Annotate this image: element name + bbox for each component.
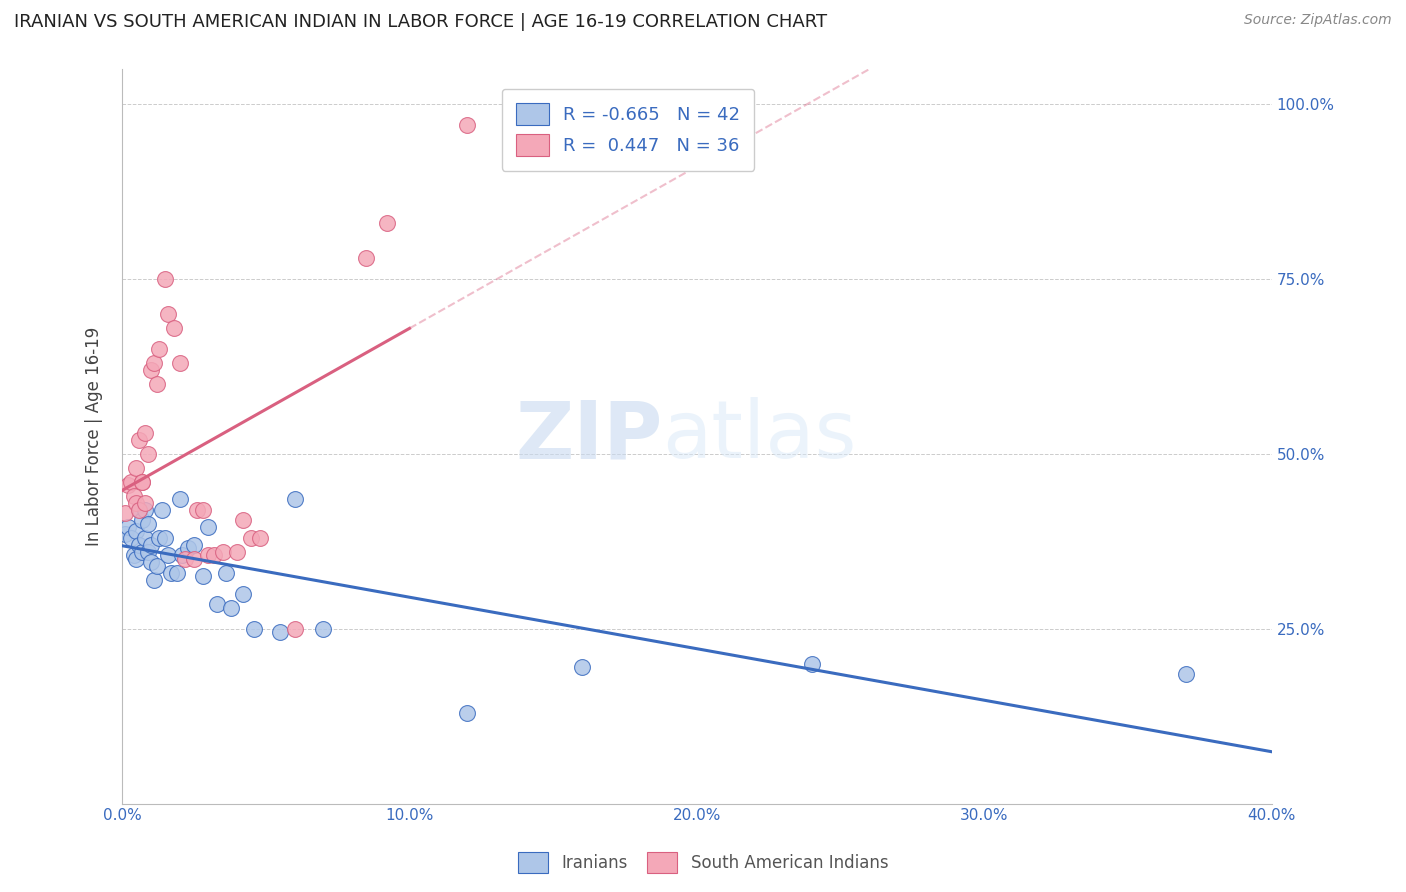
Point [150,502,173,516]
Point [800,657,823,671]
Point [160,566,183,580]
Point [356,251,378,265]
Point [153,271,176,285]
Point [197,548,219,562]
Point [153,531,176,545]
Point [125,460,148,475]
Point [186,502,208,516]
Point [148,531,170,545]
Point [114,506,136,520]
Point [312,622,335,636]
Point [122,548,145,562]
Point [183,551,205,566]
Point [128,502,150,516]
Point [134,425,156,440]
Point [120,475,142,489]
Point [269,625,291,640]
Point [191,569,214,583]
Point [456,706,478,720]
Point [142,355,165,369]
Point [211,544,233,558]
Point [214,566,236,580]
Point [174,551,197,566]
Y-axis label: In Labor Force | Age 16-19: In Labor Force | Age 16-19 [86,326,103,546]
Point [232,513,254,527]
Point [145,558,167,573]
Point [134,502,156,516]
Point [125,524,148,538]
Point [157,307,180,321]
Point [136,516,159,531]
Legend: R = -0.665   N = 42, R =  0.447   N = 36: R = -0.665 N = 42, R = 0.447 N = 36 [502,88,755,170]
Point [131,475,153,489]
Point [128,538,150,552]
Point [117,520,139,534]
Point [283,492,305,507]
Point [183,538,205,552]
Point [136,446,159,460]
Point [134,495,156,509]
Point [128,502,150,516]
Point [283,622,305,636]
Text: ZIP: ZIP [515,397,662,475]
Point [142,573,165,587]
Point [163,320,186,334]
Point [219,600,242,615]
Point [197,520,219,534]
Point [243,622,266,636]
Point [148,342,170,356]
Point [191,502,214,516]
Point [125,495,148,509]
Point [202,548,225,562]
Point [157,548,180,562]
Point [131,475,153,489]
Point [456,118,478,132]
Point [120,531,142,545]
Point [232,586,254,600]
Point [169,355,191,369]
Point [125,551,148,566]
Legend: Iranians, South American Indians: Iranians, South American Indians [510,846,896,880]
Point [139,362,162,376]
Point [117,478,139,492]
Text: atlas: atlas [662,397,856,475]
Text: Source: ZipAtlas.com: Source: ZipAtlas.com [1244,13,1392,28]
Text: IRANIAN VS SOUTH AMERICAN INDIAN IN LABOR FORCE | AGE 16-19 CORRELATION CHART: IRANIAN VS SOUTH AMERICAN INDIAN IN LABO… [14,13,827,31]
Point [226,544,249,558]
Point [131,513,153,527]
Point [205,597,228,611]
Point [375,215,398,229]
Point [128,433,150,447]
Point [1174,667,1197,681]
Point [177,541,200,555]
Point [169,492,191,507]
Point [172,548,194,562]
Point [136,544,159,558]
Point [145,376,167,391]
Point [571,660,593,674]
Point [134,531,156,545]
Point [139,555,162,569]
Point [114,527,136,541]
Point [122,489,145,503]
Point [139,538,162,552]
Point [249,531,271,545]
Point [166,566,188,580]
Point [240,531,263,545]
Point [131,544,153,558]
